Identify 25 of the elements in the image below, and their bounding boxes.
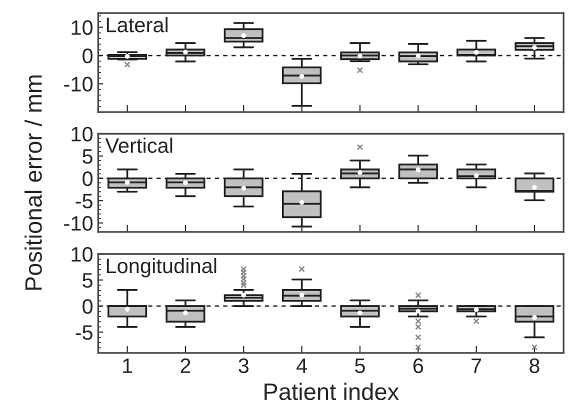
y-tick-label: 0 bbox=[82, 299, 93, 314]
x-tick-label: 2 bbox=[180, 358, 190, 373]
y-tick-label: 0 bbox=[82, 48, 93, 64]
y-tick-label: 0 bbox=[82, 171, 93, 186]
chart-title: Vertical bbox=[105, 138, 172, 153]
y-tick-label: 10 bbox=[72, 246, 93, 262]
x-tick-label: 6 bbox=[413, 358, 424, 374]
y-tick-label: 10 bbox=[72, 20, 93, 35]
x-tick-label: 3 bbox=[238, 358, 249, 374]
chart-title: Longitudinal bbox=[106, 258, 216, 278]
x-tick-label: 5 bbox=[355, 358, 365, 374]
x-axis-title: Patient index bbox=[264, 382, 399, 400]
x-tick-label: 1 bbox=[123, 358, 132, 373]
y-tick-label: 5 bbox=[82, 273, 92, 288]
y-tick-label: -10 bbox=[64, 216, 93, 231]
x-tick-label: 7 bbox=[472, 358, 482, 373]
y-tick-label: -10 bbox=[64, 76, 93, 92]
y-tick-label: 10 bbox=[72, 126, 93, 142]
x-tick-label: 4 bbox=[296, 358, 307, 373]
y-tick-label: -5 bbox=[76, 194, 92, 208]
chart-title: Lateral bbox=[106, 17, 168, 32]
x-tick-label: 8 bbox=[530, 358, 540, 374]
y-tick-label: 5 bbox=[82, 149, 92, 164]
y-tick-label: -5 bbox=[76, 325, 92, 340]
y-axis-title: Positional error / mm bbox=[24, 75, 42, 290]
